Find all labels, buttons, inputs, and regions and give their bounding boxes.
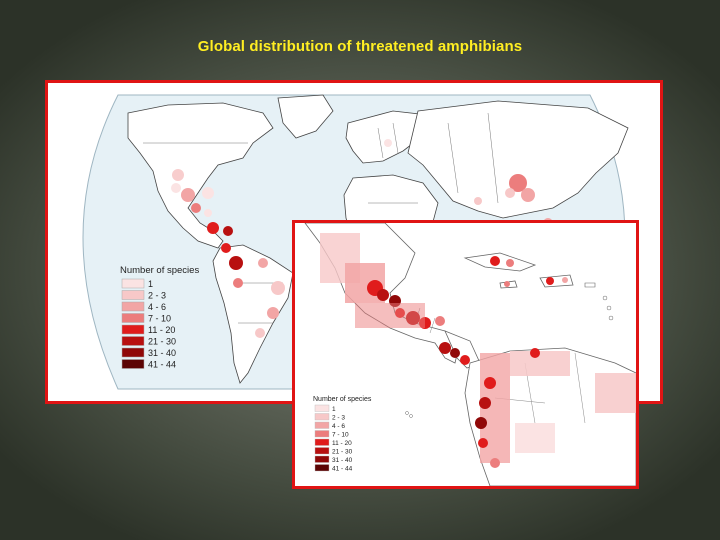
inset-legend-swatch-3 [314, 430, 330, 438]
legend-title: Number of species [120, 265, 199, 276]
legend-swatch-0 [121, 278, 145, 289]
legend-label-5: 21 - 30 [148, 337, 176, 347]
legend-label-6: 31 - 40 [148, 348, 176, 358]
legend-swatch-5 [121, 336, 145, 346]
inset-legend-swatch-1 [314, 413, 330, 421]
legend-swatch-3 [121, 313, 145, 323]
inset-legend-swatch-2 [314, 421, 330, 429]
inset-legend-label-0: 1 [332, 406, 336, 413]
inset-legend-swatch-0 [314, 404, 330, 412]
legend-label-0: 1 [148, 279, 153, 289]
inset-legend-label-7: 41 - 44 [332, 466, 353, 473]
legend-swatch-6 [121, 347, 145, 358]
inset-legend-label-1: 2 - 3 [332, 415, 345, 422]
inset-legend-swatch-5 [314, 447, 330, 455]
legend-swatch-7 [121, 359, 145, 369]
north-america-landmass [127, 102, 274, 249]
inset-legend-label-4: 11 - 20 [332, 440, 352, 447]
inset-legend-swatch-6 [314, 455, 330, 463]
inset-legend-swatch-4 [314, 438, 330, 446]
legend-swatch-4 [121, 324, 145, 335]
inset-legend-label-3: 7 - 10 [332, 432, 349, 439]
cuba-island [463, 252, 537, 272]
inset-legend-label-2: 4 - 6 [332, 423, 345, 430]
slide-title: Global distribution of threatened amphib… [197, 38, 523, 55]
legend-label-7: 41 - 44 [148, 360, 176, 370]
legend-label-1: 2 - 3 [148, 291, 166, 301]
legend-label-4: 11 - 20 [148, 325, 175, 335]
inset-legend-swatch-7 [314, 464, 330, 472]
legend-swatch-1 [121, 290, 145, 300]
inset-legend-label-6: 31 - 40 [332, 457, 353, 464]
south-america-landmass [212, 244, 294, 384]
inset-legend-label-5: 21 - 30 [332, 449, 353, 456]
legend-label-3: 7 - 10 [148, 314, 171, 324]
legend-label-2: 4 - 6 [148, 302, 166, 312]
inset-species-density [320, 233, 636, 468]
legend-swatch-2 [121, 301, 145, 312]
inset-legend-title: Number of species [313, 396, 372, 403]
